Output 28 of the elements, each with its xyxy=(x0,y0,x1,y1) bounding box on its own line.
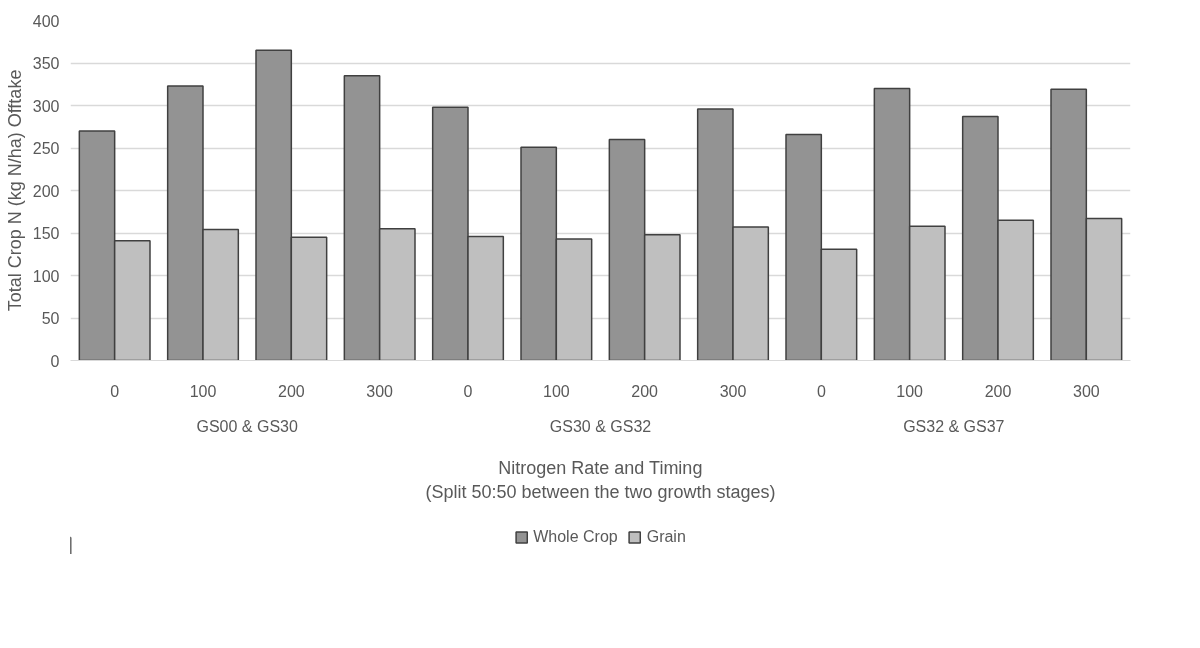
x-tick-label: 0 xyxy=(110,382,120,400)
x-tick-label: 300 xyxy=(719,382,747,400)
y-tick-label: 50 xyxy=(41,310,60,327)
y-tick-label: 100 xyxy=(32,267,60,285)
y-axis-title: Total Crop N (kg N/ha) Offtake xyxy=(4,69,25,312)
x-tick-label: 200 xyxy=(277,382,305,400)
legend-label: Whole Crop xyxy=(533,528,618,546)
y-tick-label: 400 xyxy=(32,12,60,30)
x-tick-label: 100 xyxy=(896,382,924,400)
x-tick-label: 100 xyxy=(189,382,217,400)
x-tick-label: 200 xyxy=(631,382,659,400)
legend-label: Grain xyxy=(646,528,686,546)
x-axis-title: Nitrogen Rate and Timing (Split 50:50 between the two growth stages) xyxy=(425,457,776,502)
text: GS30 & GS32 xyxy=(549,417,652,435)
y-tick-label: 0 xyxy=(50,352,60,370)
y-tick-label: 200 xyxy=(32,182,60,200)
text: GS00 & GS30 xyxy=(196,417,298,435)
y-tick-label: 300 xyxy=(32,97,60,115)
y-tick-label: 350 xyxy=(32,55,60,72)
y-tick-label: 250 xyxy=(32,140,60,157)
text: GS32 & GS37 xyxy=(903,417,1005,435)
x-tick-label: 0 xyxy=(463,382,473,400)
x-tick-label: 300 xyxy=(366,382,394,400)
x-tick-label: 200 xyxy=(984,382,1012,400)
x-tick-label: 0 xyxy=(816,382,826,400)
x-tick-label: 300 xyxy=(1072,382,1100,400)
y-tick-label: 150 xyxy=(32,225,60,242)
x-tick-label: 100 xyxy=(542,382,570,400)
